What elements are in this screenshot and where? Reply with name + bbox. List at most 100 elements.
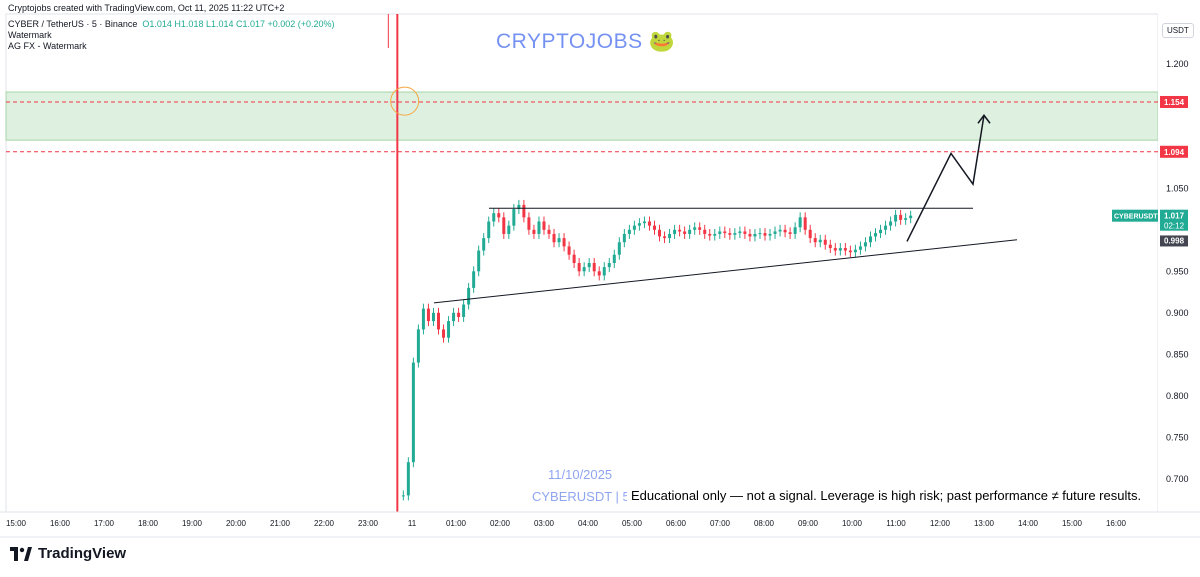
watermark-symbol: CYBERUSDT | 5M [532,489,641,504]
y-axis-panel [1158,0,1200,522]
symbol-tag-box [1112,209,1158,222]
candle-body-23 [517,204,521,210]
candle-body-38 [592,263,596,272]
x-tick-19: 10:00 [842,519,863,528]
candle-body-98 [894,214,898,222]
candle-body-59 [698,227,702,230]
x-tick-13: 04:00 [578,519,599,528]
candle-body-6 [431,312,435,322]
candle-body-5 [426,308,430,322]
candle-body-62 [713,233,717,236]
candle-body-54 [673,229,677,234]
candle-body-37 [587,263,591,268]
candle-body-99 [899,214,903,220]
marker-circle [390,86,420,116]
candle-body-44 [622,233,626,243]
candle-body-81 [808,229,812,239]
legend-ag-fx: AG FX - Watermark [8,41,87,51]
candle-body-3 [416,329,420,363]
tradingview-logo-icon [10,546,32,561]
price-label-3: 0.998 [1164,236,1185,245]
x-tick-11: 02:00 [490,519,511,528]
currency-button[interactable]: USDT [1162,23,1194,38]
symbol-legend: CYBER / TetherUS · 5 · Binance O1.014 H1… [8,19,335,52]
x-tick-12: 03:00 [534,519,555,528]
candle-body-39 [597,271,601,276]
last-price-box [1160,209,1188,231]
candle-body-53 [668,233,672,239]
candle-body-86 [833,248,837,251]
candle-body-92 [863,242,867,247]
candle-body-83 [818,239,822,243]
candle-body-90 [853,249,857,253]
x-tick-15: 06:00 [666,519,687,528]
candle-body-12 [462,304,466,317]
legend-ohlc: O1.014 H1.018 L1.014 C1.017 +0.002 (+0.2… [142,19,335,29]
x-tick-2: 17:00 [94,519,115,528]
candle-body-25 [527,217,531,230]
x-tick-18: 09:00 [798,519,819,528]
legend-symbol: CYBER / TetherUS · 5 · Binance [8,19,138,29]
x-tick-24: 15:00 [1062,519,1083,528]
x-tick-10: 01:00 [446,519,467,528]
candle-body-89 [848,250,852,253]
price-label-box-3 [1160,235,1188,247]
x-tick-1: 16:00 [50,519,71,528]
target-zone-green [5,91,1159,141]
candle-body-70 [753,233,757,237]
candle-body-100 [904,218,908,220]
candle-body-72 [763,233,767,236]
candle-body-45 [627,229,631,234]
candle-body-16 [482,238,486,251]
x-tick-20: 11:00 [886,519,906,528]
candle-body-64 [723,231,727,234]
x-tick-0: 15:00 [6,519,27,528]
candle-body-32 [562,238,566,247]
candle-body-71 [758,233,762,235]
candle-body-91 [858,246,862,250]
y-tick-2: 0.800 [1166,391,1189,401]
candle-body-41 [607,263,611,268]
candle-body-95 [879,229,883,234]
candle-body-58 [693,227,697,230]
y-tick-7: 1.200 [1166,59,1189,69]
x-tick-14: 05:00 [622,519,643,528]
price-label-0: 1.154 [1164,98,1185,107]
candle-body-80 [803,217,807,230]
candle-body-79 [798,217,802,228]
candle-body-94 [874,233,878,237]
candle-body-30 [552,233,556,243]
symbol-tag: CYBERUSDT [1114,214,1158,221]
candle-body-13 [467,287,471,305]
candle-body-60 [703,229,707,234]
y-tick-4: 0.900 [1166,308,1189,318]
candle-body-97 [889,221,893,226]
x-tick-3: 18:00 [138,519,159,528]
plot-background [5,13,1159,513]
candle-body-9 [447,321,451,338]
x-tick-4: 19:00 [182,519,203,528]
y-tick-3: 0.850 [1166,349,1189,359]
candle-body-85 [828,244,832,249]
x-tick-7: 22:00 [314,519,335,528]
candle-body-56 [683,231,687,234]
candle-body-31 [557,238,561,243]
brand-name: TradingView [38,545,127,562]
candle-body-35 [577,263,581,272]
candle-body-7 [436,312,440,330]
candle-body-50 [652,225,656,230]
tradingview-logo[interactable]: TradingView [10,545,126,562]
price-label-box-0 [1160,95,1188,108]
candle-body-26 [532,229,536,234]
candle-body-22 [512,209,516,226]
candle-body-43 [617,242,621,255]
candle-body-76 [783,229,787,233]
candle-body-20 [502,217,506,234]
candle-body-74 [773,231,777,234]
candle-body-46 [632,225,636,230]
candle-body-1 [406,462,410,496]
y-tick-6: 1.050 [1166,183,1189,193]
candle-body-57 [688,229,692,234]
